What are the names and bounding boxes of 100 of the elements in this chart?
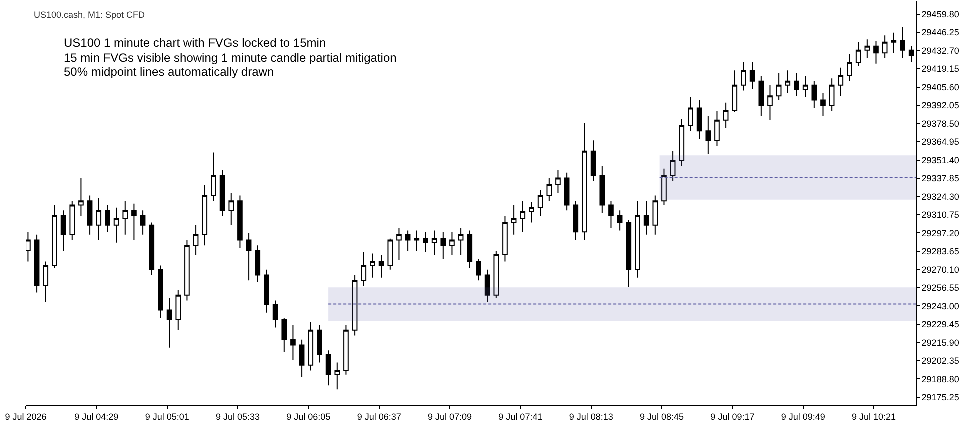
candlestick [158,265,164,319]
candlestick [829,78,835,112]
candlestick [758,75,764,117]
candlestick [608,200,614,229]
y-tick-label: 29446.25 [922,28,960,38]
candlestick [396,228,402,261]
candlestick [166,298,172,348]
candlestick [874,40,879,64]
candlestick [882,35,888,59]
annotation: 15 min FVGs visible showing 1 minute candle partial mitigation [64,51,397,65]
candlestick [768,84,773,121]
candlestick [26,232,31,262]
candlestick [635,200,640,278]
candlestick [670,150,676,182]
candlestick [96,198,102,241]
candlestick [502,215,508,262]
candlestick [864,39,870,59]
candlestick [582,122,588,241]
candlestick [414,230,420,252]
candlestick [114,207,120,244]
x-tick-label: 9 Jul 06:05 [286,412,331,422]
candlestick [246,232,252,282]
y-tick-label: 29364.95 [922,137,960,148]
candlestick [282,318,288,352]
candlestick [60,210,66,252]
candlestick [423,232,428,253]
candlestick [52,204,58,269]
candlestick [450,232,455,256]
candlestick [723,102,729,129]
candlestick [132,203,137,241]
candlestick [847,54,852,82]
candlestick [732,70,738,113]
candlestick [706,116,712,155]
candlestick [149,222,155,276]
candlestick [352,274,358,336]
x-tick-label: 9 Jul 05:01 [145,412,190,422]
candlestick [176,290,182,331]
y-tick-label: 29297.20 [922,228,960,238]
candlestick [785,70,791,94]
x-tick-label: 9 Jul 09:49 [781,412,826,422]
candlestick [662,168,667,206]
y-tick-label: 29202.35 [922,356,960,366]
candlestick [326,350,332,386]
candlestick [334,362,340,390]
y-tick-label: 29175.25 [922,392,960,403]
candlestick [140,210,146,236]
text: US100.cash, M1: Spot CFD [34,10,146,20]
x-tick-label: 9 Jul 07:09 [428,412,472,422]
candlestick [838,67,844,97]
candlestick [43,261,49,303]
candlestick [520,200,526,233]
candlestick [184,240,190,302]
candlestick [696,100,702,140]
candlestick [105,204,110,233]
candlestick [794,72,800,97]
x-tick-label: 9 Jul 08:13 [569,412,614,422]
y-tick-label: 29459.80 [922,9,960,20]
candlestick [211,152,216,202]
candlestick [511,204,517,236]
y-tick-label: 29188.80 [922,374,960,384]
candlestick [556,170,561,194]
candlestick [370,253,376,278]
candlestick [529,202,534,224]
y-tick-label: 29405.60 [922,82,960,92]
candlestick [617,210,623,232]
candlestick [70,200,76,241]
x-tick-label: 9 Jul 08:45 [640,412,684,422]
candlestick [405,230,411,252]
candlestick [361,252,367,286]
candlestick [272,300,278,328]
candlestick [220,170,226,216]
y-tick-label: 29337.85 [922,174,960,184]
y-tick-label: 29378.50 [922,118,960,129]
candlestick [476,258,482,282]
candlestick [891,32,897,54]
candlestick [122,200,128,236]
candlestick [228,192,234,226]
candlestick [688,97,694,132]
candlestick [776,72,782,101]
candlestick [87,195,93,236]
candlestick [344,324,349,376]
candlestick [741,62,746,92]
candlestick [679,118,685,167]
candlestick [238,195,243,249]
x-tick-label: 9 Jul 07:41 [498,412,543,422]
candlestick [299,339,305,378]
candlestick [573,200,579,241]
y-tick-label: 29392.05 [922,100,960,111]
candlestick [467,230,473,269]
y-tick-label: 29419.15 [922,64,960,74]
candlestick [255,245,261,282]
y-tick-label: 29432.70 [922,46,960,56]
candlestick [802,75,808,98]
candlestick [264,269,270,314]
annotation: 50% midpoint lines automatically drawn [64,65,274,79]
candlestick [378,254,384,278]
candlestick [290,324,296,361]
candlestick [600,166,606,214]
candlestick [308,322,314,372]
x-tick-label: 9 Jul 04:29 [74,412,119,422]
